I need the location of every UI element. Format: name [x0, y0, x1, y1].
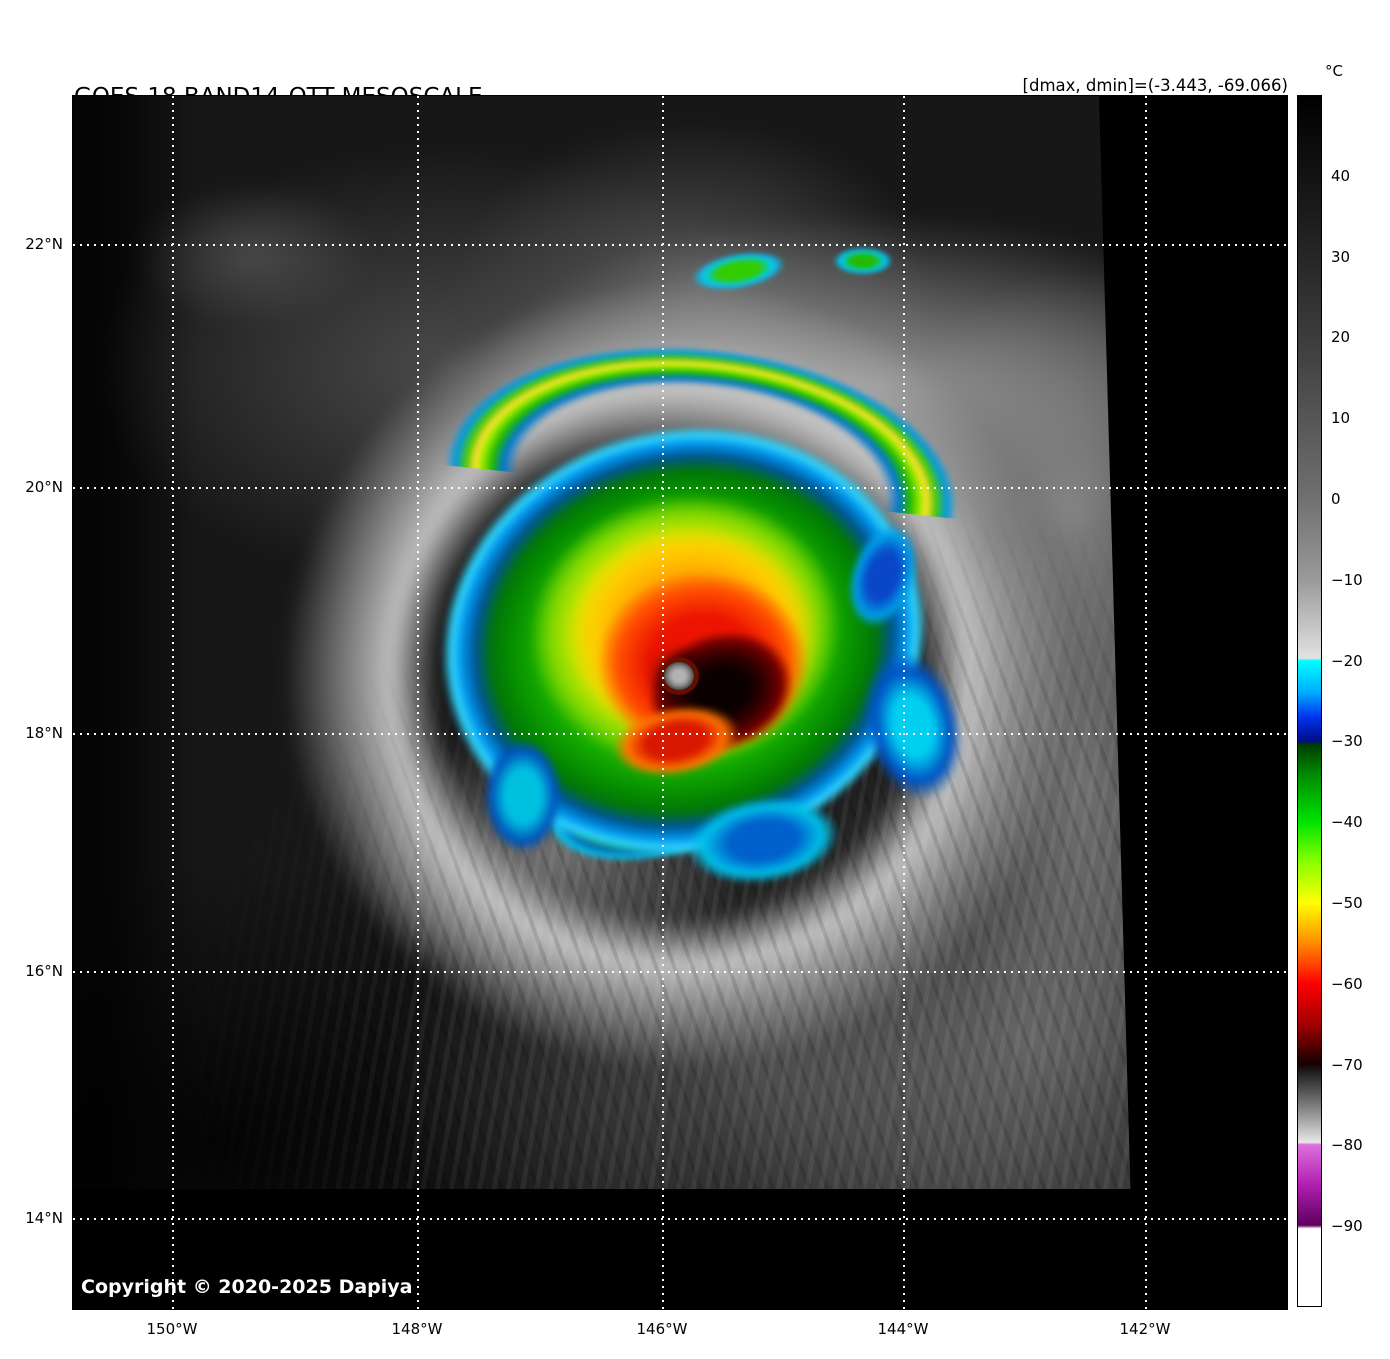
gridline-horizontal: [73, 971, 1287, 973]
colorbar-tick-label: −60: [1331, 974, 1363, 993]
colorbar-tick-label: −70: [1331, 1055, 1363, 1074]
gridline-horizontal: [73, 1218, 1287, 1220]
gridline-vertical: [662, 96, 664, 1309]
colorbar-tick-label: −30: [1331, 732, 1363, 751]
map-panel: Copyright © 2020-2025 Dapiya: [72, 95, 1288, 1310]
lon-tick-label: 142°W: [1119, 1320, 1171, 1338]
colorbar-gradient: [1297, 95, 1322, 1307]
lon-tick-label: 150°W: [146, 1320, 198, 1338]
lon-tick-label: 144°W: [877, 1320, 929, 1338]
lon-tick-label: 148°W: [391, 1320, 443, 1338]
colorbar-tick-label: 20: [1331, 328, 1351, 347]
satellite-image: [73, 96, 1287, 1309]
gridline-horizontal: [73, 733, 1287, 735]
gridline-horizontal: [73, 244, 1287, 246]
colorbar-tick-label: 30: [1331, 247, 1351, 266]
gridline-vertical: [903, 96, 905, 1309]
colorbar-unit-label: °C: [1325, 62, 1343, 80]
scan-edge-black-right: [1099, 96, 1287, 1309]
colorbar-tick-label: −90: [1331, 1217, 1363, 1236]
colorbar-tick-label: −50: [1331, 894, 1363, 912]
satellite-grayscale-clouds: [73, 96, 1287, 1309]
colorbar-tick-label: 0: [1331, 490, 1341, 508]
colorbar-tick-label: −80: [1331, 1136, 1363, 1155]
colorbar-tick-label: 10: [1331, 409, 1351, 428]
lat-tick-label: 16°N: [25, 962, 63, 980]
gridline-vertical: [1145, 96, 1147, 1309]
hurricane-eye: [664, 662, 694, 690]
lat-tick-label: 14°N: [25, 1209, 63, 1227]
colorbar-tick-label: −20: [1331, 651, 1363, 670]
gridline-vertical: [417, 96, 419, 1309]
lat-tick-label: 18°N: [25, 724, 63, 742]
lat-tick-label: 22°N: [25, 235, 63, 253]
dmax-dmin-readout: [dmax, dmin]=(-3.443, -69.066): [1022, 76, 1288, 95]
lon-tick-label: 146°W: [636, 1320, 688, 1338]
colorbar-tick-label: 40: [1331, 166, 1351, 185]
storm-cloud-fragment: [833, 247, 893, 275]
gridline-vertical: [172, 96, 174, 1309]
storm-cloud-fragment: [688, 245, 789, 297]
scan-edge-black-bottom: [73, 1189, 1287, 1309]
colorbar-tick-label: −10: [1331, 570, 1363, 589]
lat-tick-label: 20°N: [25, 478, 63, 496]
colorbar-tick-label: −40: [1331, 813, 1363, 832]
copyright-notice: Copyright © 2020-2025 Dapiya: [81, 1276, 413, 1298]
gridline-horizontal: [73, 487, 1287, 489]
